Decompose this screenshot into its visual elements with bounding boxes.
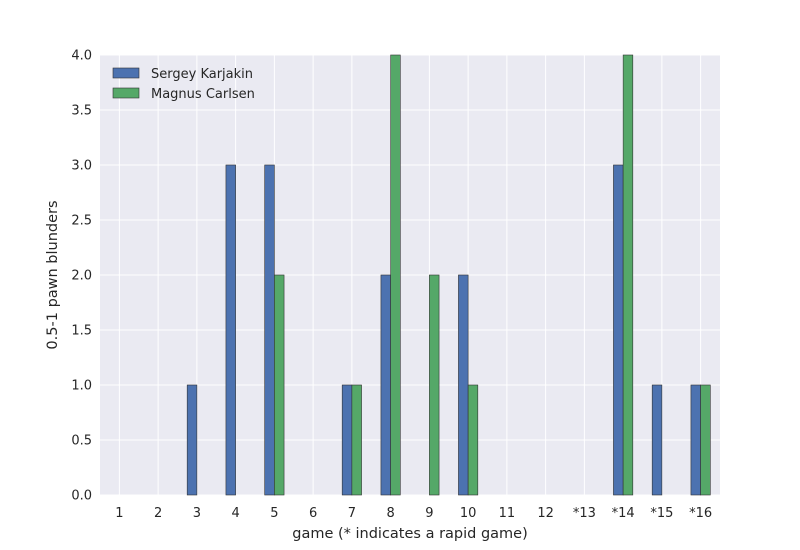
x-tick-label: 7 <box>348 506 356 521</box>
x-tick-label: *14 <box>612 506 635 521</box>
y-axis-ticks: 0.0 0.5 1.0 1.5 2.0 2.5 3.0 3.5 4.0 <box>71 49 92 504</box>
bar-carlsen <box>467 384 479 496</box>
legend: Sergey Karjakin Magnus Carlsen <box>112 67 255 102</box>
bar-karjakin <box>264 164 275 496</box>
y-axis-label: 0.5-1 pawn blunders <box>45 200 61 349</box>
y-tick-label: 2.5 <box>71 214 92 229</box>
x-tick-label: 8 <box>386 506 394 521</box>
legend-swatch <box>112 87 140 99</box>
x-tick-label: 4 <box>231 506 239 521</box>
x-tick-label: 12 <box>537 506 554 521</box>
y-tick-label: 1.0 <box>71 379 92 394</box>
x-tick-label: 6 <box>309 506 317 521</box>
bar-karjakin <box>380 274 391 496</box>
bar-karjakin <box>651 384 663 496</box>
y-tick-label: 3.0 <box>71 159 92 174</box>
x-tick-label: 1 <box>115 506 123 521</box>
bar-karjakin <box>225 164 236 496</box>
x-tick-label: 5 <box>270 506 278 521</box>
x-tick-label: 10 <box>460 506 477 521</box>
x-tick-label: 3 <box>193 506 201 521</box>
x-axis-ticks: 1 2 3 4 5 6 7 8 9 10 11 12 *13 *14 *15 *16 <box>115 506 712 521</box>
y-tick-label: 0.5 <box>71 434 92 449</box>
bar-carlsen <box>700 384 711 496</box>
bars <box>186 54 711 496</box>
legend-label: Magnus Carlsen <box>151 87 255 102</box>
legend-swatch <box>112 67 140 79</box>
bar-karjakin <box>613 164 624 496</box>
x-tick-label: *15 <box>650 506 673 521</box>
grid-lines <box>100 54 720 496</box>
y-tick-label: 0.0 <box>71 489 92 504</box>
x-tick-label: *16 <box>689 506 712 521</box>
x-tick-label: 9 <box>425 506 433 521</box>
y-tick-label: 3.5 <box>71 104 92 119</box>
x-tick-label: *13 <box>573 506 596 521</box>
bar-karjakin <box>690 384 701 496</box>
bar-carlsen <box>429 274 440 496</box>
bar-carlsen <box>622 54 634 496</box>
bar-carlsen <box>274 274 285 496</box>
x-tick-label: 2 <box>154 506 162 521</box>
y-tick-label: 1.5 <box>71 324 92 339</box>
bar-carlsen <box>390 54 401 496</box>
x-tick-label: 11 <box>499 506 516 521</box>
legend-label: Sergey Karjakin <box>151 67 253 82</box>
y-tick-label: 2.0 <box>71 269 92 284</box>
bar-karjakin <box>341 384 353 496</box>
bar-karjakin <box>458 274 469 496</box>
x-axis-label: game (* indicates a rapid game) <box>292 526 528 542</box>
y-tick-label: 4.0 <box>71 49 92 64</box>
bar-carlsen <box>351 384 362 496</box>
bar-karjakin <box>186 384 198 496</box>
